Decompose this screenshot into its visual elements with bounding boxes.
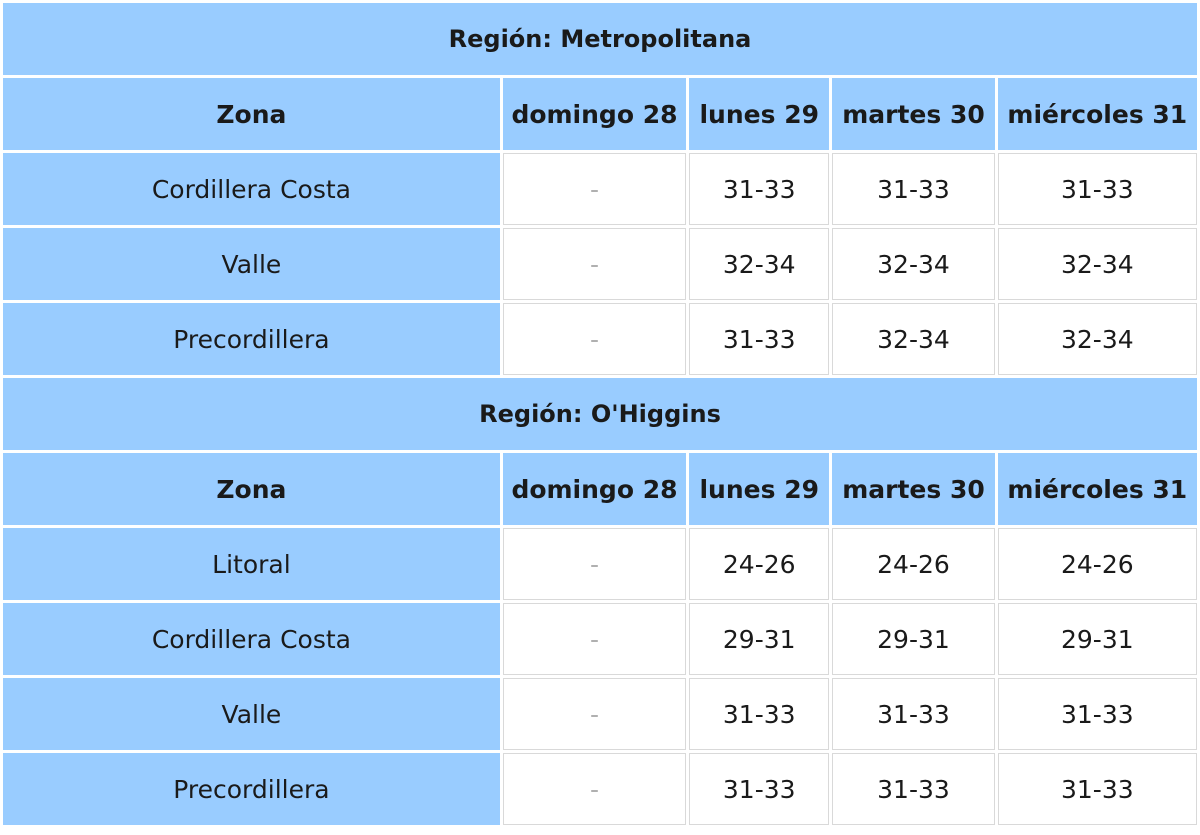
table-header-row: Zona domingo 28 lunes 29 martes 30 miérc… [3, 78, 1197, 150]
column-header-day: domingo 28 [502, 453, 687, 525]
value-cell: 32-34 [832, 228, 995, 300]
column-header-day: lunes 29 [689, 453, 830, 525]
column-header-day: martes 30 [832, 453, 995, 525]
zona-cell: Valle [3, 678, 500, 750]
table-row: Precordillera - 31-33 32-34 32-34 [3, 303, 1197, 375]
region-title: Región: Metropolitana [3, 3, 1197, 75]
zona-cell: Precordillera [3, 303, 500, 375]
value-cell: 32-34 [689, 228, 830, 300]
table-row: Cordillera Costa - 29-31 29-31 29-31 [3, 603, 1197, 675]
column-header-zona: Zona [3, 453, 500, 525]
value-cell: 31-33 [689, 303, 830, 375]
value-cell: 31-33 [832, 153, 995, 225]
value-cell: 31-33 [832, 678, 995, 750]
table-row: Litoral - 24-26 24-26 24-26 [3, 528, 1197, 600]
value-cell: - [502, 153, 687, 225]
region-title-row: Región: Metropolitana [3, 3, 1197, 75]
value-cell: - [502, 753, 687, 825]
table-row: Valle - 31-33 31-33 31-33 [3, 678, 1197, 750]
value-cell: 31-33 [689, 153, 830, 225]
value-cell: 31-33 [997, 678, 1197, 750]
zona-cell: Cordillera Costa [3, 153, 500, 225]
value-cell: 24-26 [689, 528, 830, 600]
column-header-day: miércoles 31 [997, 453, 1197, 525]
zona-cell: Valle [3, 228, 500, 300]
column-header-day: lunes 29 [689, 78, 830, 150]
column-header-day: martes 30 [832, 78, 995, 150]
value-cell: - [502, 603, 687, 675]
value-cell: 32-34 [997, 303, 1197, 375]
region-title: Región: O'Higgins [3, 378, 1197, 450]
column-header-day: domingo 28 [502, 78, 687, 150]
table-row: Cordillera Costa - 31-33 31-33 31-33 [3, 153, 1197, 225]
column-header-day: miércoles 31 [997, 78, 1197, 150]
table-header-row: Zona domingo 28 lunes 29 martes 30 miérc… [3, 453, 1197, 525]
value-cell: 29-31 [997, 603, 1197, 675]
value-cell: 29-31 [689, 603, 830, 675]
value-cell: 24-26 [997, 528, 1197, 600]
region-title-row: Región: O'Higgins [3, 378, 1197, 450]
zona-cell: Cordillera Costa [3, 603, 500, 675]
value-cell: - [502, 678, 687, 750]
value-cell: 24-26 [832, 528, 995, 600]
value-cell: 31-33 [689, 753, 830, 825]
column-header-zona: Zona [3, 78, 500, 150]
value-cell: - [502, 303, 687, 375]
value-cell: 31-33 [997, 753, 1197, 825]
table-row: Precordillera - 31-33 31-33 31-33 [3, 753, 1197, 825]
value-cell: 31-33 [832, 753, 995, 825]
value-cell: 31-33 [997, 153, 1197, 225]
value-cell: 29-31 [832, 603, 995, 675]
zona-cell: Precordillera [3, 753, 500, 825]
value-cell: - [502, 528, 687, 600]
value-cell: 32-34 [997, 228, 1197, 300]
value-cell: 31-33 [689, 678, 830, 750]
zona-cell: Litoral [3, 528, 500, 600]
table-row: Valle - 32-34 32-34 32-34 [3, 228, 1197, 300]
value-cell: - [502, 228, 687, 300]
value-cell: 32-34 [832, 303, 995, 375]
